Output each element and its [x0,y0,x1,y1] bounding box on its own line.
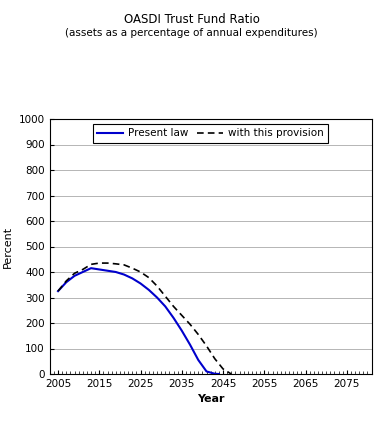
Y-axis label: Percent: Percent [3,225,13,268]
Text: (assets as a percentage of annual expenditures): (assets as a percentage of annual expend… [65,28,318,38]
X-axis label: Year: Year [197,394,224,405]
Text: OASDI Trust Fund Ratio: OASDI Trust Fund Ratio [124,13,259,26]
Legend: Present law, with this provision: Present law, with this provision [93,124,328,142]
